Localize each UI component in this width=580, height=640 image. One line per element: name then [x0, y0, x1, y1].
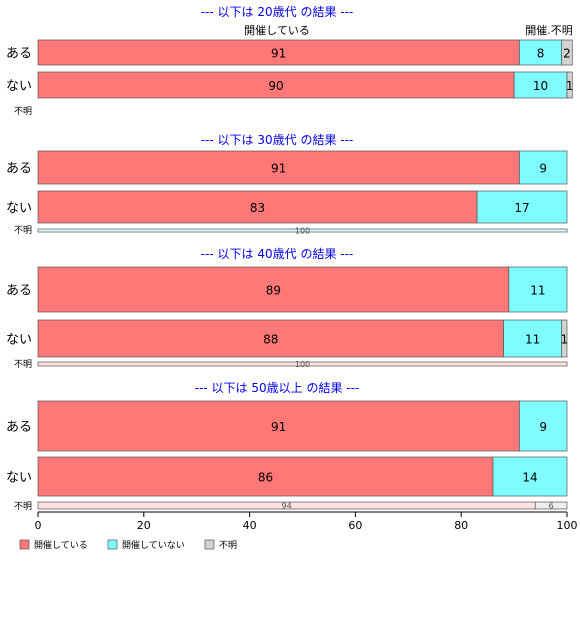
data-label: 100 — [295, 227, 310, 236]
bar-segment-not-held — [519, 150, 568, 185]
x-tick-label: 40 — [243, 519, 257, 532]
bar-segment-held — [37, 266, 510, 313]
x-tick-label: 100 — [557, 519, 578, 532]
data-label: 91 — [271, 420, 286, 434]
data-label: 10 — [533, 79, 548, 93]
data-label: 91 — [271, 47, 286, 61]
row-label: ない — [6, 79, 32, 94]
row-label: ある — [6, 47, 32, 62]
x-tick-label: 20 — [137, 519, 151, 532]
data-label: 83 — [250, 201, 265, 215]
row-label: ある — [6, 162, 32, 177]
bar-segment-not-held — [519, 39, 563, 66]
top-label-held: 開催している — [244, 23, 310, 37]
panel-title: --- 以下は 20歳代 の結果 --- — [201, 5, 354, 19]
data-label: 9 — [539, 420, 547, 434]
data-label: 6 — [549, 502, 554, 511]
bar-segment-unknown — [534, 501, 568, 510]
legend-label: 開催していない — [122, 539, 185, 551]
bar-segment-not-held — [508, 266, 568, 313]
row-label: ある — [6, 420, 32, 435]
legend-swatch — [107, 539, 118, 550]
row-label: 不明 — [14, 225, 32, 236]
row-label: 不明 — [14, 501, 32, 512]
legend-swatch — [204, 539, 215, 550]
data-label: 100 — [295, 360, 310, 369]
row-label: ない — [6, 333, 32, 348]
row-label: ない — [6, 201, 32, 216]
bar-segment-held — [37, 150, 520, 185]
data-label: 88 — [263, 333, 278, 347]
bar-segment-held — [37, 319, 504, 358]
row-label: 不明 — [14, 106, 32, 117]
bar-segment-unknown — [561, 319, 568, 358]
row-label: ない — [6, 471, 32, 486]
row-label: ある — [6, 284, 32, 299]
bar-segment-held — [37, 190, 478, 224]
top-label-not-held-unknown: 開催.不明 — [525, 23, 573, 37]
panel-title: --- 以下は 40歳代 の結果 --- — [201, 247, 354, 261]
bar-segment-not-held — [519, 400, 568, 452]
data-label: 94 — [282, 502, 292, 511]
panel-title: --- 以下は 30歳代 の結果 --- — [201, 133, 354, 147]
row-label: 不明 — [14, 359, 32, 370]
data-label: 14 — [522, 471, 537, 485]
x-tick-label: 80 — [454, 519, 468, 532]
data-label: 17 — [514, 201, 529, 215]
bar-segment-not-held — [476, 190, 568, 224]
data-label: 11 — [530, 284, 545, 298]
legend-label: 開催している — [34, 539, 88, 551]
bar-segment-held — [37, 39, 520, 66]
data-label: 86 — [258, 471, 273, 485]
x-tick-label: 0 — [35, 519, 42, 532]
bar-segment-unknown — [566, 71, 573, 99]
data-label: 1 — [566, 79, 574, 93]
data-label: 8 — [537, 47, 545, 61]
data-label: 91 — [271, 162, 286, 176]
bar-segment-held — [37, 400, 520, 452]
bar-segment-not-held — [492, 456, 568, 497]
legend-label: 不明 — [219, 540, 237, 551]
panel-title: --- 以下は 50歳以上 の結果 --- — [195, 381, 360, 395]
bar-segment-held — [37, 361, 568, 367]
data-label: 90 — [268, 79, 283, 93]
data-label: 9 — [539, 162, 547, 176]
data-label: 11 — [525, 333, 540, 347]
bar-segment-unknown — [561, 39, 573, 66]
bar-segment-not-held — [37, 228, 568, 233]
data-label: 89 — [266, 284, 281, 298]
x-tick-label: 60 — [348, 519, 362, 532]
data-label: 2 — [563, 47, 571, 61]
legend-swatch — [19, 539, 30, 550]
data-label: 1 — [561, 333, 569, 347]
bar-segment-held — [37, 456, 494, 497]
